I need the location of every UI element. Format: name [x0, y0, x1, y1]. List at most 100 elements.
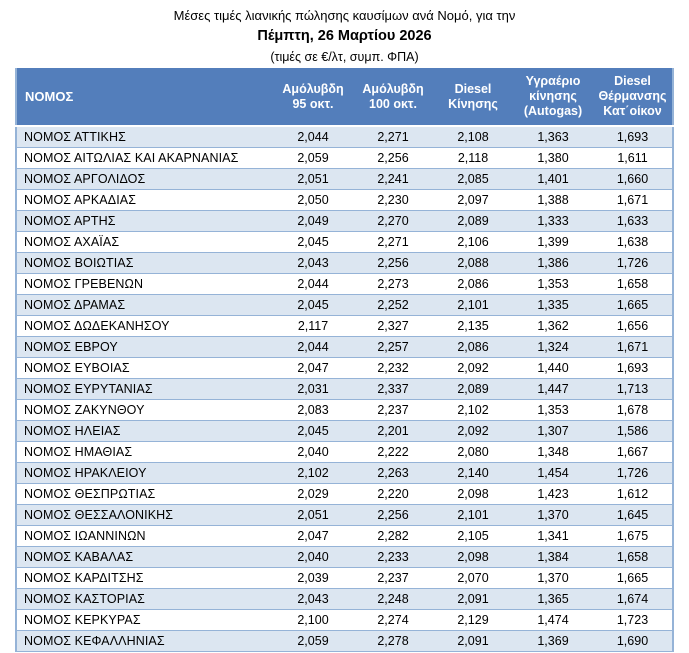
- cell-unleaded-100: 2,271: [353, 126, 433, 148]
- cell-autogas: 1,335: [513, 294, 593, 316]
- cell-unleaded-95: 2,083: [273, 399, 353, 421]
- cell-autogas: 1,365: [513, 588, 593, 610]
- column-header-diesel-thermansis: Diesel Θέρμανσης Κατ΄οίκον: [593, 68, 673, 127]
- cell-diesel-kinisis: 2,086: [433, 273, 513, 295]
- cell-nomos: ΝΟΜΟΣ ΘΕΣΠΡΩΤΙΑΣ: [16, 483, 273, 505]
- table-row: ΝΟΜΟΣ ΒΟΙΩΤΙΑΣ 2,043 2,256 2,088 1,386 1,726: [16, 252, 673, 274]
- cell-diesel-kinisis: 2,101: [433, 294, 513, 316]
- cell-diesel-kinisis: 2,089: [433, 210, 513, 232]
- cell-diesel-kinisis: 2,088: [433, 252, 513, 274]
- cell-diesel-kinisis: 2,070: [433, 567, 513, 589]
- cell-nomos: ΝΟΜΟΣ ΓΡΕΒΕΝΩΝ: [16, 273, 273, 295]
- cell-nomos: ΝΟΜΟΣ ΑΡΤΗΣ: [16, 210, 273, 232]
- cell-unleaded-100: 2,230: [353, 189, 433, 211]
- cell-unleaded-95: 2,049: [273, 210, 353, 232]
- cell-unleaded-100: 2,233: [353, 546, 433, 568]
- cell-unleaded-100: 2,327: [353, 315, 433, 337]
- cell-unleaded-95: 2,044: [273, 336, 353, 358]
- cell-diesel-thermansis: 1,693: [593, 357, 673, 379]
- column-header-nomos: ΝΟΜΟΣ: [16, 68, 273, 127]
- cell-diesel-thermansis: 1,660: [593, 168, 673, 190]
- cell-diesel-kinisis: 2,105: [433, 525, 513, 547]
- cell-autogas: 1,454: [513, 462, 593, 484]
- fuel-prices-table: ΝΟΜΟΣ Αμόλυβδη 95 οκτ. Αμόλυβδη 100 οκτ. Di…: [15, 68, 674, 652]
- table-row: ΝΟΜΟΣ ΖΑΚΥΝΘΟΥ 2,083 2,237 2,102 1,353 1,678: [16, 399, 673, 421]
- cell-autogas: 1,474: [513, 609, 593, 631]
- table-row: ΝΟΜΟΣ ΘΕΣΣΑΛΟΝΙΚΗΣ 2,051 2,256 2,101 1,370 1,…: [16, 504, 673, 526]
- table-row: ΝΟΜΟΣ ΘΕΣΠΡΩΤΙΑΣ 2,029 2,220 2,098 1,423 1,61…: [16, 483, 673, 505]
- cell-autogas: 1,370: [513, 567, 593, 589]
- cell-diesel-kinisis: 2,085: [433, 168, 513, 190]
- cell-unleaded-95: 2,045: [273, 231, 353, 253]
- report-units-note: (τιμές σε €/λτ, συμπ. ΦΠΑ): [270, 50, 419, 64]
- cell-unleaded-100: 2,237: [353, 399, 433, 421]
- cell-unleaded-95: 2,059: [273, 630, 353, 652]
- cell-diesel-kinisis: 2,101: [433, 504, 513, 526]
- cell-unleaded-95: 2,043: [273, 588, 353, 610]
- cell-diesel-kinisis: 2,129: [433, 609, 513, 631]
- cell-diesel-kinisis: 2,102: [433, 399, 513, 421]
- cell-autogas: 1,363: [513, 126, 593, 148]
- cell-unleaded-95: 2,029: [273, 483, 353, 505]
- cell-diesel-thermansis: 1,586: [593, 420, 673, 442]
- cell-nomos: ΝΟΜΟΣ ΑΡΓΟΛΙΔΟΣ: [16, 168, 273, 190]
- cell-diesel-thermansis: 1,675: [593, 525, 673, 547]
- cell-diesel-kinisis: 2,106: [433, 231, 513, 253]
- cell-nomos: ΝΟΜΟΣ ΑΙΤΩΛΙΑΣ ΚΑΙ ΑΚΑΡΝΑΝΙΑΣ: [16, 147, 273, 169]
- cell-diesel-kinisis: 2,108: [433, 126, 513, 148]
- cell-nomos: ΝΟΜΟΣ ΗΡΑΚΛΕΙΟΥ: [16, 462, 273, 484]
- cell-nomos: ΝΟΜΟΣ ΗΛΕΙΑΣ: [16, 420, 273, 442]
- cell-unleaded-95: 2,031: [273, 378, 353, 400]
- cell-autogas: 1,380: [513, 147, 593, 169]
- cell-nomos: ΝΟΜΟΣ ΕΥΒΟΙΑΣ: [16, 357, 273, 379]
- cell-unleaded-95: 2,040: [273, 441, 353, 463]
- cell-diesel-thermansis: 1,638: [593, 231, 673, 253]
- cell-nomos: ΝΟΜΟΣ ΚΕΡΚΥΡΑΣ: [16, 609, 273, 631]
- table-row: ΝΟΜΟΣ ΗΡΑΚΛΕΙΟΥ 2,102 2,263 2,140 1,454 1,726: [16, 462, 673, 484]
- cell-diesel-kinisis: 2,092: [433, 357, 513, 379]
- cell-nomos: ΝΟΜΟΣ ΑΧΑΪΑΣ: [16, 231, 273, 253]
- cell-unleaded-100: 2,256: [353, 504, 433, 526]
- cell-autogas: 1,353: [513, 273, 593, 295]
- cell-unleaded-100: 2,263: [353, 462, 433, 484]
- cell-autogas: 1,384: [513, 546, 593, 568]
- cell-diesel-thermansis: 1,658: [593, 546, 673, 568]
- cell-nomos: ΝΟΜΟΣ ΑΤΤΙΚΗΣ: [16, 126, 273, 148]
- column-header-diesel-kinisis: Diesel Κίνησης: [433, 68, 513, 127]
- table-row: ΝΟΜΟΣ ΗΜΑΘΙΑΣ 2,040 2,222 2,080 1,348 1,667: [16, 441, 673, 463]
- cell-unleaded-100: 2,252: [353, 294, 433, 316]
- column-header-unleaded-100: Αμόλυβδη 100 οκτ.: [353, 68, 433, 127]
- cell-diesel-thermansis: 1,665: [593, 567, 673, 589]
- cell-unleaded-95: 2,045: [273, 294, 353, 316]
- cell-unleaded-100: 2,271: [353, 231, 433, 253]
- cell-autogas: 1,447: [513, 378, 593, 400]
- cell-unleaded-95: 2,039: [273, 567, 353, 589]
- cell-diesel-thermansis: 1,726: [593, 462, 673, 484]
- cell-diesel-kinisis: 2,091: [433, 588, 513, 610]
- column-header-unleaded-95: Αμόλυβδη 95 οκτ.: [273, 68, 353, 127]
- cell-nomos: ΝΟΜΟΣ ΑΡΚΑΔΙΑΣ: [16, 189, 273, 211]
- table-row: ΝΟΜΟΣ ΚΕΦΑΛΛΗΝΙΑΣ 2,059 2,278 2,091 1,369 1,6…: [16, 630, 673, 652]
- cell-diesel-kinisis: 2,098: [433, 483, 513, 505]
- cell-diesel-thermansis: 1,671: [593, 336, 673, 358]
- cell-nomos: ΝΟΜΟΣ ΔΩΔΕΚΑΝΗΣΟΥ: [16, 315, 273, 337]
- cell-diesel-thermansis: 1,665: [593, 294, 673, 316]
- table-row: ΝΟΜΟΣ ΕΥΡΥΤΑΝΙΑΣ 2,031 2,337 2,089 1,447 1,71…: [16, 378, 673, 400]
- cell-unleaded-95: 2,047: [273, 357, 353, 379]
- cell-unleaded-100: 2,278: [353, 630, 433, 652]
- column-header-autogas: Υγραέριο κίνησης (Autogas): [513, 68, 593, 127]
- cell-diesel-thermansis: 1,658: [593, 273, 673, 295]
- cell-nomos: ΝΟΜΟΣ ΖΑΚΥΝΘΟΥ: [16, 399, 273, 421]
- cell-diesel-kinisis: 2,118: [433, 147, 513, 169]
- cell-unleaded-100: 2,270: [353, 210, 433, 232]
- cell-unleaded-100: 2,237: [353, 567, 433, 589]
- cell-unleaded-100: 2,273: [353, 273, 433, 295]
- cell-autogas: 1,324: [513, 336, 593, 358]
- cell-diesel-kinisis: 2,098: [433, 546, 513, 568]
- cell-autogas: 1,370: [513, 504, 593, 526]
- cell-autogas: 1,348: [513, 441, 593, 463]
- cell-unleaded-100: 2,220: [353, 483, 433, 505]
- cell-unleaded-100: 2,337: [353, 378, 433, 400]
- table-row: ΝΟΜΟΣ ΑΡΓΟΛΙΔΟΣ 2,051 2,241 2,085 1,401 1,660: [16, 168, 673, 190]
- table-row: ΝΟΜΟΣ ΑΡΚΑΔΙΑΣ 2,050 2,230 2,097 1,388 1,671: [16, 189, 673, 211]
